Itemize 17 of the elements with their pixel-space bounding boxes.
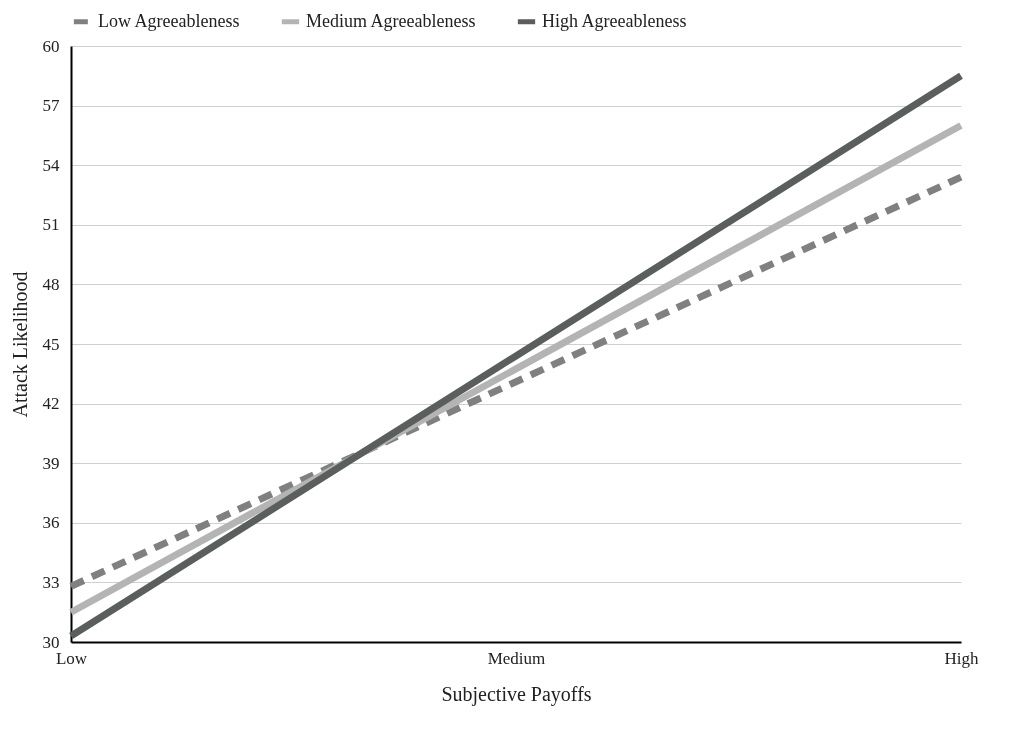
x-tick-label: Medium [487,648,546,668]
x-tick-label: High [944,648,979,668]
y-axis-title: Attack Likelihood [8,271,31,418]
legend-label: Low Agreeableness [98,10,240,31]
legend-label: Medium Agreeableness [306,10,476,31]
y-tick-label: 60 [42,36,60,56]
y-tick-label: 48 [42,274,60,294]
y-tick-label: 36 [42,513,60,533]
y-tick-label: 51 [42,215,60,235]
y-tick-label: 54 [42,155,60,175]
y-tick-label: 39 [42,453,60,473]
x-axis-title: Subjective Payoffs [441,682,592,706]
legend-label: High Agreeableness [542,10,687,31]
y-tick-label: 42 [42,394,60,414]
y-tick-label: 57 [42,96,60,116]
y-tick-label: 45 [42,334,60,354]
y-tick-label: 33 [42,572,60,592]
